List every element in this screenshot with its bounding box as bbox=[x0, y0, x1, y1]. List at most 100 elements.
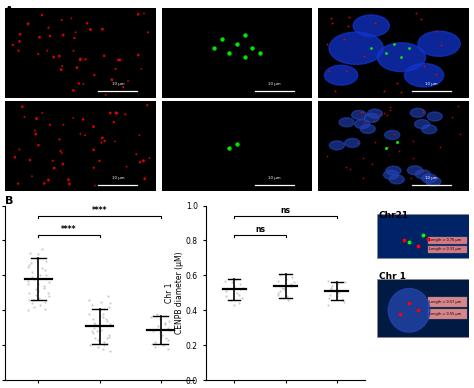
Text: B: B bbox=[5, 196, 13, 206]
Point bbox=[35, 288, 42, 294]
Point bbox=[35, 295, 43, 301]
Point bbox=[57, 66, 65, 73]
Point bbox=[111, 138, 118, 144]
Point bbox=[88, 328, 96, 334]
Point bbox=[103, 335, 111, 341]
Point bbox=[102, 316, 110, 322]
Point bbox=[94, 337, 102, 343]
Point bbox=[80, 81, 87, 87]
Circle shape bbox=[389, 175, 404, 184]
Text: Chr 1: Chr 1 bbox=[379, 272, 405, 281]
Point bbox=[56, 136, 64, 142]
Point bbox=[136, 159, 144, 165]
Point bbox=[256, 50, 264, 56]
Point bbox=[32, 286, 39, 293]
Point bbox=[340, 298, 348, 305]
Point bbox=[44, 290, 52, 296]
Point bbox=[21, 114, 28, 120]
Point bbox=[359, 109, 367, 115]
Point bbox=[100, 305, 108, 312]
Point bbox=[397, 89, 404, 95]
Point bbox=[25, 277, 32, 284]
Point bbox=[448, 114, 456, 120]
Point bbox=[222, 288, 230, 294]
Point bbox=[345, 23, 352, 29]
Point bbox=[103, 340, 111, 346]
Point bbox=[100, 339, 108, 345]
Point bbox=[99, 314, 107, 320]
Text: Chr21: Chr21 bbox=[379, 211, 409, 220]
Point bbox=[396, 311, 403, 317]
Text: 10 µm: 10 µm bbox=[111, 176, 124, 180]
Point bbox=[106, 321, 114, 327]
Point bbox=[371, 118, 378, 125]
Point bbox=[86, 311, 93, 317]
Point bbox=[45, 293, 53, 300]
Circle shape bbox=[426, 177, 441, 186]
Point bbox=[226, 145, 233, 151]
Point bbox=[390, 131, 398, 137]
Point bbox=[236, 291, 243, 298]
Point bbox=[248, 45, 256, 51]
Point bbox=[232, 276, 239, 282]
Point bbox=[105, 332, 112, 338]
Point bbox=[108, 76, 116, 83]
Point bbox=[390, 41, 398, 47]
Point bbox=[151, 339, 159, 345]
Point bbox=[134, 52, 142, 58]
Point bbox=[28, 269, 36, 275]
Point bbox=[105, 293, 112, 300]
Point bbox=[101, 138, 109, 144]
Point bbox=[274, 290, 282, 296]
Point bbox=[221, 277, 229, 284]
Point bbox=[340, 36, 348, 42]
Point bbox=[58, 150, 65, 156]
Text: ns: ns bbox=[281, 206, 291, 215]
Point bbox=[82, 56, 90, 62]
Point bbox=[97, 326, 104, 333]
Point bbox=[91, 319, 98, 326]
Point bbox=[72, 29, 79, 35]
Point bbox=[90, 123, 97, 130]
Point bbox=[112, 110, 119, 116]
Circle shape bbox=[422, 125, 437, 134]
Point bbox=[343, 68, 350, 74]
Point bbox=[405, 45, 413, 51]
Point bbox=[42, 272, 49, 279]
Point bbox=[333, 281, 341, 287]
Point bbox=[401, 237, 408, 244]
Point bbox=[419, 232, 427, 238]
Point bbox=[327, 15, 335, 21]
FancyBboxPatch shape bbox=[377, 214, 469, 258]
Point bbox=[68, 15, 75, 21]
Point bbox=[218, 36, 226, 42]
Point bbox=[69, 115, 77, 121]
Circle shape bbox=[422, 174, 437, 183]
Point bbox=[417, 16, 424, 23]
Point bbox=[288, 281, 295, 287]
Circle shape bbox=[353, 15, 389, 36]
Point bbox=[359, 155, 367, 161]
Point bbox=[383, 50, 390, 56]
Point bbox=[93, 328, 100, 334]
Point bbox=[91, 325, 98, 331]
Point bbox=[123, 164, 130, 170]
Point bbox=[105, 304, 113, 310]
Point bbox=[50, 54, 57, 60]
Point bbox=[124, 78, 132, 84]
Point bbox=[405, 300, 413, 307]
Point bbox=[407, 175, 415, 181]
Ellipse shape bbox=[388, 289, 430, 332]
Point bbox=[395, 148, 403, 154]
Point bbox=[141, 176, 148, 182]
Point bbox=[405, 239, 413, 245]
Point bbox=[280, 286, 287, 293]
Point bbox=[136, 132, 143, 139]
Point bbox=[360, 175, 367, 181]
Point bbox=[30, 304, 37, 310]
FancyBboxPatch shape bbox=[428, 297, 467, 307]
Point bbox=[146, 155, 153, 161]
Point bbox=[16, 146, 23, 152]
Circle shape bbox=[384, 130, 400, 139]
Point bbox=[210, 45, 218, 51]
